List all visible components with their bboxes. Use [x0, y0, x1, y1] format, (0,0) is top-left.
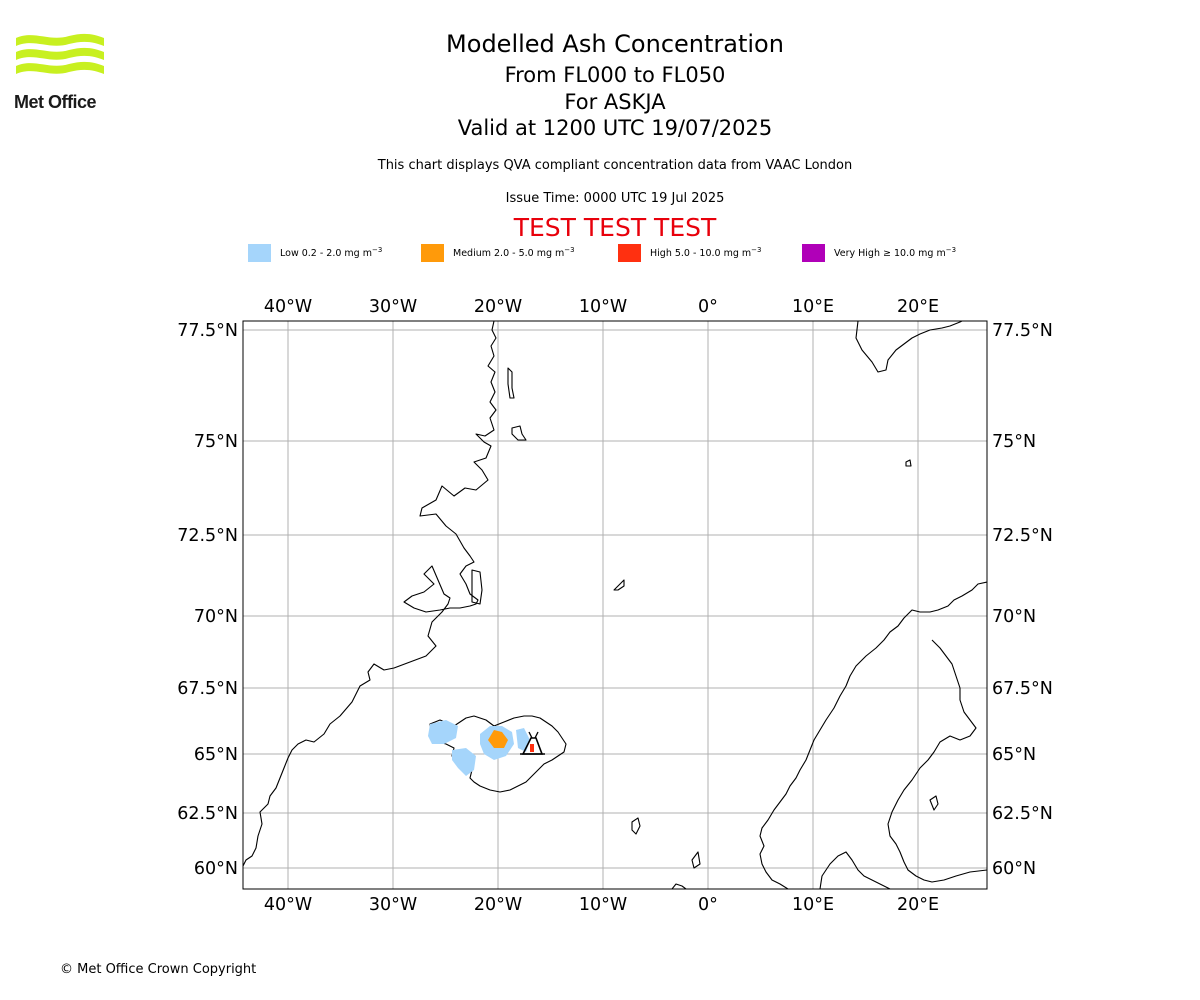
- lon-ticks-bottom: 40°W 30°W 20°W 10°W 0° 10°E 20°E: [264, 895, 939, 915]
- concentration-legend: Low 0.2 - 2.0 mg m−3 Medium 2.0 - 5.0 mg…: [0, 244, 1200, 264]
- finland-coast: [929, 795, 939, 811]
- greenland-inlet-2: [511, 425, 527, 441]
- lon-tick-label: 20°W: [474, 895, 522, 915]
- lon-tick-label: 30°W: [369, 297, 417, 317]
- chart-title: Modelled Ash Concentration: [446, 30, 784, 58]
- legend-item-medium: Medium 2.0 - 5.0 mg m−3: [421, 244, 575, 262]
- valid-time: Valid at 1200 UTC 19/07/2025: [457, 116, 773, 140]
- lon-tick-label: 20°W: [474, 297, 522, 317]
- lon-ticks-top: 40°W 30°W 20°W 10°W 0° 10°E 20°E: [264, 297, 939, 317]
- lat-tick-label: 62.5°N: [177, 804, 238, 824]
- volcano-name: For ASKJA: [564, 90, 666, 114]
- legend-label-high: High 5.0 - 10.0 mg m: [650, 248, 752, 260]
- legend-label-low: Low 0.2 - 2.0 mg m: [280, 248, 372, 260]
- shetland-islands: [691, 851, 701, 869]
- scotland-north: [671, 883, 687, 889]
- coastlines: [243, 321, 987, 889]
- lat-tick-label: 67.5°N: [992, 679, 1053, 699]
- ash-low-area-east: [516, 728, 530, 752]
- bear-island: [905, 459, 912, 467]
- lat-tick-label: 77.5°N: [177, 321, 238, 341]
- legend-swatch-low: [248, 244, 271, 262]
- lat-tick-label: 60°N: [194, 859, 238, 879]
- graticule: [243, 321, 987, 889]
- legend-label-very-high: Very High ≥ 10.0 mg m: [834, 248, 946, 260]
- lat-tick-label: 62.5°N: [992, 804, 1053, 824]
- ash-medium-area: [488, 730, 508, 748]
- greenland-inlet-1: [507, 367, 515, 399]
- lon-tick-label: 10°W: [579, 895, 627, 915]
- ash-high-area: [530, 744, 534, 752]
- lat-tick-label: 65°N: [194, 745, 238, 765]
- norway-coast: [759, 581, 987, 889]
- lat-tick-label: 60°N: [992, 859, 1036, 879]
- greenland-inlet-3: [471, 569, 483, 605]
- issue-time: Issue Time: 0000 UTC 19 Jul 2025: [505, 191, 725, 206]
- ash-areas: [428, 720, 534, 776]
- lat-tick-label: 70°N: [992, 607, 1036, 627]
- lat-ticks-right: 77.5°N 75°N 72.5°N 70°N 67.5°N 65°N 62.5…: [992, 321, 1053, 879]
- faroe-islands: [631, 817, 641, 835]
- legend-item-low: Low 0.2 - 2.0 mg m−3: [248, 244, 382, 262]
- lon-tick-label: 0°: [698, 895, 718, 915]
- lat-tick-label: 72.5°N: [177, 526, 238, 546]
- logo-text: Met Office: [14, 92, 97, 112]
- lon-tick-label: 0°: [698, 297, 718, 317]
- lat-tick-label: 65°N: [992, 745, 1036, 765]
- ash-low-area-southwest: [452, 748, 476, 776]
- svalbard-coast: [855, 321, 963, 373]
- lat-tick-label: 72.5°N: [992, 526, 1053, 546]
- met-office-logo: Met Office: [14, 30, 106, 112]
- lon-tick-label: 40°W: [264, 297, 312, 317]
- lat-tick-label: 67.5°N: [177, 679, 238, 699]
- lat-tick-label: 70°N: [194, 607, 238, 627]
- met-office-logo-icon: [16, 33, 104, 74]
- legend-swatch-high: [618, 244, 641, 262]
- legend-item-very-high: Very High ≥ 10.0 mg m−3: [802, 244, 956, 262]
- ash-low-area-west: [428, 720, 458, 744]
- legend-item-high: High 5.0 - 10.0 mg m−3: [618, 244, 762, 262]
- test-banner: TEST TEST TEST: [513, 213, 717, 242]
- legend-swatch-medium: [421, 244, 444, 262]
- lon-tick-label: 10°E: [792, 895, 834, 915]
- copyright-notice: © Met Office Crown Copyright: [60, 962, 257, 977]
- sweden-finland-border: [887, 639, 987, 883]
- lat-ticks-left: 77.5°N 75°N 72.5°N 70°N 67.5°N 65°N 62.5…: [177, 321, 238, 879]
- lat-tick-label: 75°N: [194, 432, 238, 452]
- data-source-note: This chart displays QVA compliant concen…: [377, 158, 853, 173]
- map-plot-area: [243, 321, 987, 889]
- lon-tick-label: 40°W: [264, 895, 312, 915]
- map-frame: [242, 320, 988, 890]
- legend-swatch-very-high: [802, 244, 825, 262]
- lon-tick-label: 20°E: [897, 297, 939, 317]
- lon-tick-label: 10°W: [579, 297, 627, 317]
- jan-mayen: [613, 579, 625, 591]
- legend-label-medium: Medium 2.0 - 5.0 mg m: [453, 248, 565, 260]
- lat-tick-label: 77.5°N: [992, 321, 1053, 341]
- lon-tick-label: 20°E: [897, 895, 939, 915]
- sweden-coast: [819, 851, 891, 889]
- greenland-coast: [243, 321, 497, 867]
- lon-tick-label: 30°W: [369, 895, 417, 915]
- lon-tick-label: 10°E: [792, 297, 834, 317]
- volcano-marker-icon: [520, 731, 545, 755]
- lat-tick-label: 75°N: [992, 432, 1036, 452]
- flight-level-range: From FL000 to FL050: [504, 63, 726, 87]
